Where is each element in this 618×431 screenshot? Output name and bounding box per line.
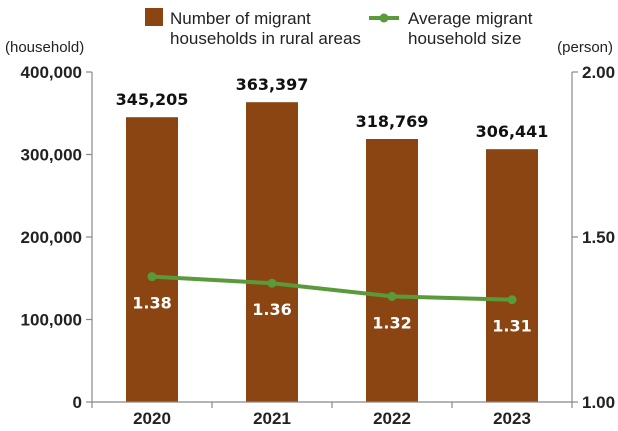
left-tick-label: 100,000 <box>21 311 82 330</box>
legend: Number of migrant households in rural ar… <box>145 8 533 48</box>
line-value-label: 1.32 <box>372 313 411 332</box>
left-tick-label: 0 <box>73 393 82 412</box>
right-tick-label: 1.50 <box>582 228 615 247</box>
legend-bar-swatch <box>145 8 163 26</box>
bar-2021 <box>246 102 298 402</box>
bar-value-label: 318,769 <box>356 112 429 131</box>
right-tick-label: 2.00 <box>582 63 615 82</box>
x-tick-label: 2023 <box>493 409 531 428</box>
x-tick-label: 2021 <box>253 409 291 428</box>
left-tick-label: 300,000 <box>21 146 82 165</box>
right-axis-unit: (person) <box>557 39 613 56</box>
right-tick-label: 1.00 <box>582 393 615 412</box>
legend-line-marker <box>379 13 389 23</box>
legend-bar-label-line2: households in rural areas <box>170 29 361 48</box>
bar-value-label: 306,441 <box>476 122 549 141</box>
bar-2020 <box>126 117 178 402</box>
legend-line-label-line1: Average migrant <box>408 9 533 28</box>
line-value-label: 1.38 <box>132 294 171 313</box>
line-point-2020 <box>147 272 157 282</box>
legend-line-label-line2: household size <box>408 29 521 48</box>
bar-value-label: 345,205 <box>116 90 189 109</box>
legend-bar-label-line1: Number of migrant <box>170 9 311 28</box>
bar-value-label: 363,397 <box>236 75 309 94</box>
line-series-average-size <box>151 274 513 302</box>
left-tick-label: 200,000 <box>21 228 82 247</box>
left-tick-label: 400,000 <box>21 63 82 82</box>
line-value-label: 1.31 <box>492 317 531 336</box>
plot-area: 345,205 363,397 318,769 306,441 0 100,000 200,… <box>21 63 616 428</box>
line-point-2021 <box>267 278 277 288</box>
line-point-2022 <box>387 291 397 301</box>
bar-2022 <box>366 139 418 403</box>
line-value-label: 1.36 <box>252 300 291 319</box>
line-point-2023 <box>507 295 517 305</box>
x-tick-label: 2020 <box>133 409 171 428</box>
x-tick-label: 2022 <box>373 409 411 428</box>
bar-2023 <box>486 149 538 402</box>
left-axis-unit: (household) <box>5 39 84 56</box>
